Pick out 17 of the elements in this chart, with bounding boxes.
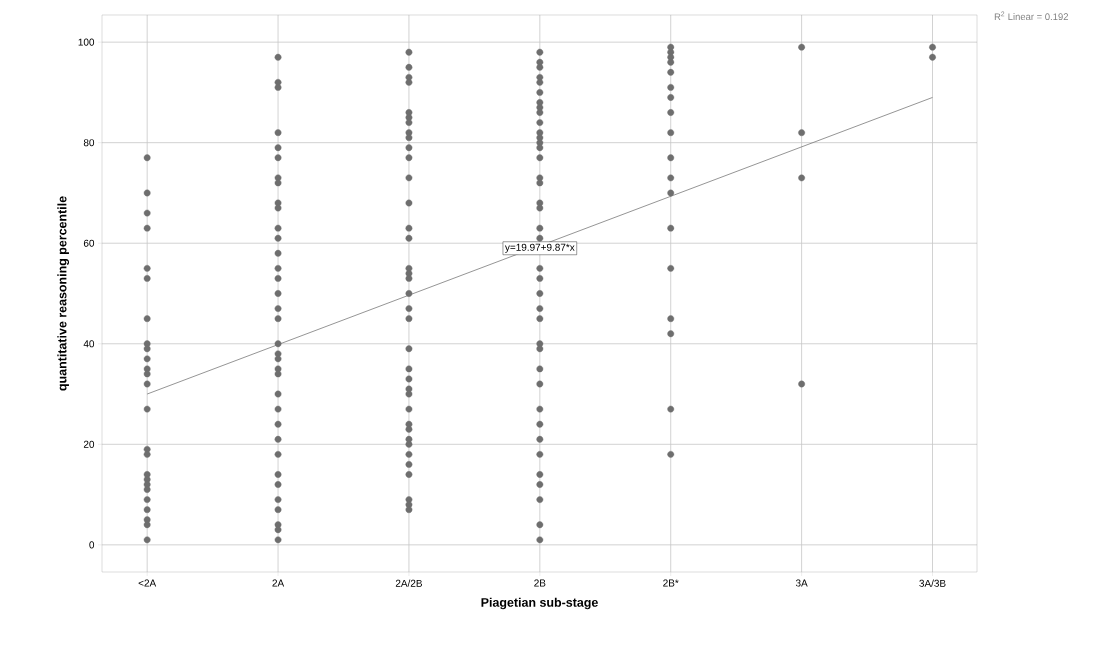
x-tick-label: 3A	[795, 579, 808, 587]
x-tick-label: 3A/3B	[919, 579, 946, 587]
x-tick-label: <2A	[138, 579, 157, 587]
y-tick-label: 20	[83, 440, 95, 448]
text: R$^{2}$ Linear = 0.192	[994, 11, 1069, 21]
y-tick-label: 60	[83, 239, 95, 247]
x-axis-title: Piagetian sub-stage	[481, 597, 598, 610]
y-tick-label: 80	[83, 139, 95, 147]
y-tick-label: 40	[83, 340, 95, 348]
annotation: y=19.97+9.87*x	[504, 243, 575, 253]
x-tick-label: 2B	[534, 579, 546, 587]
x-tick-label: 2B*	[663, 579, 679, 587]
y-tick-label: 0	[89, 541, 95, 549]
y-tick-label: 100	[78, 38, 95, 46]
x-tick-label: 2A/2B	[395, 579, 422, 587]
y-axis-title: quantitative reasoning percentile	[57, 196, 70, 391]
x-tick-label: 2A	[272, 579, 285, 587]
